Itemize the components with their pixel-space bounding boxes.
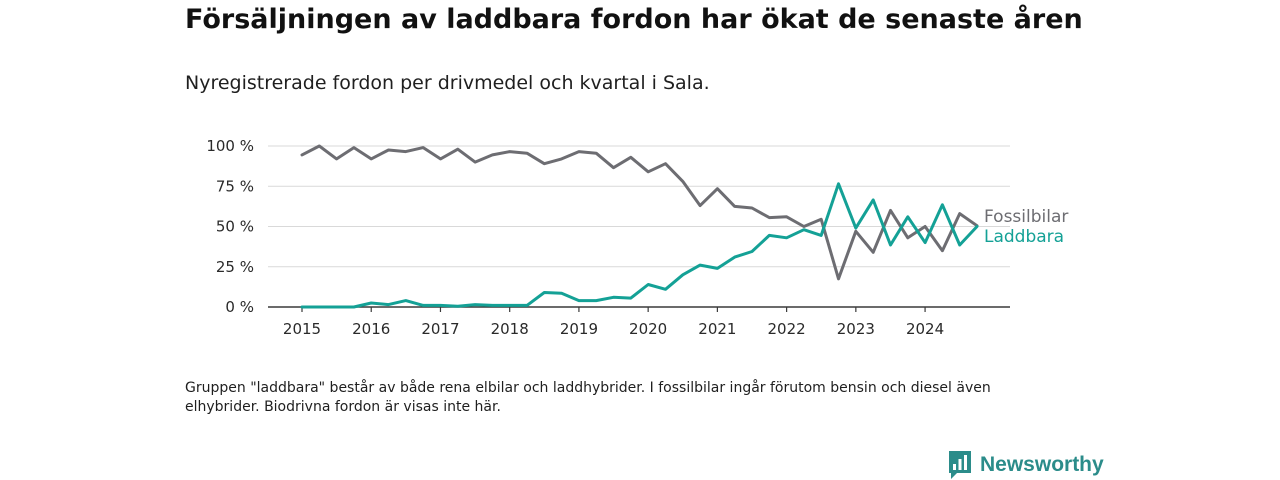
x-tick-label: 2024: [906, 320, 944, 338]
footnote: Gruppen "laddbara" består av både rena e…: [185, 380, 991, 415]
x-tick-label: 2015: [283, 320, 321, 338]
chart-title: Försäljningen av laddbara fordon har öka…: [185, 4, 1083, 35]
line-chart: 0 % 25 % 50 % 75 % 100 % 2015 2016 2017 2018 2019…: [206, 137, 1068, 338]
chart-subtitle: Nyregistrerade fordon per drivmedel och …: [185, 72, 710, 94]
series-line-laddbara: [300, 182, 979, 309]
x-tick-label: 2020: [629, 320, 667, 338]
x-tick-label: 2016: [352, 320, 390, 338]
y-tick-label: 100 %: [206, 137, 254, 155]
grid-lines: [268, 145, 1010, 268]
x-tick-label: 2018: [491, 320, 529, 338]
series-lines: [300, 144, 979, 309]
series-line-fossilbilar: [300, 144, 979, 281]
y-tick-label: 0 %: [225, 298, 254, 316]
x-tick-label: 2017: [421, 320, 459, 338]
x-tick-label: 2019: [560, 320, 598, 338]
y-tick-label: 50 %: [216, 218, 254, 236]
y-tick-label: 75 %: [216, 177, 254, 195]
x-tick-label: 2021: [698, 320, 736, 338]
newsworthy-logo-icon: [949, 451, 971, 479]
x-tick-label: 2022: [768, 320, 806, 338]
series-label-fossilbilar: Fossilbilar: [984, 207, 1068, 227]
axes: 0 % 25 % 50 % 75 % 100 % 2015 2016 2017 2018 2019…: [206, 137, 1010, 338]
brand-logo[interactable]: Newsworthy: [948, 450, 1104, 480]
brand-name: Newsworthy: [980, 453, 1104, 476]
x-tick-label: 2023: [837, 320, 875, 338]
series-label-laddbara: Laddbara: [984, 227, 1064, 247]
y-tick-label: 25 %: [216, 258, 254, 276]
